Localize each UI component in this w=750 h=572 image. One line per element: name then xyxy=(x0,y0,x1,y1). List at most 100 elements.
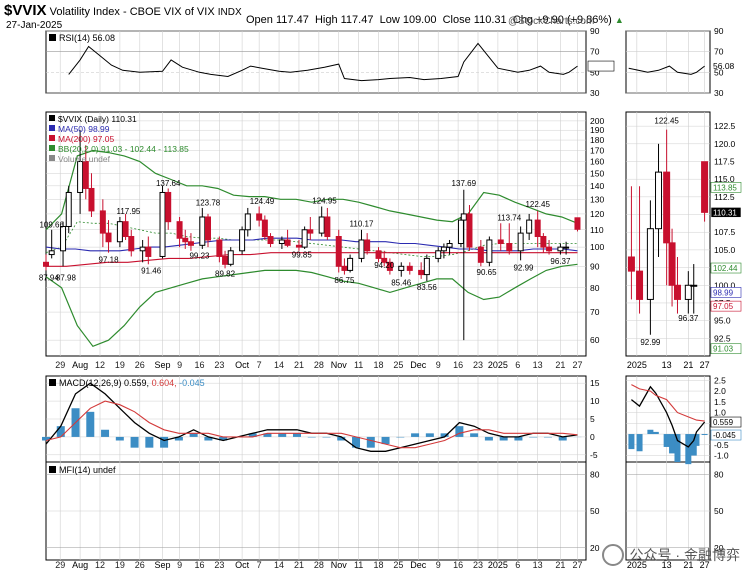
candle-body xyxy=(324,216,331,238)
macd-tick-label: 5 xyxy=(590,414,595,424)
price-annotation: 99.23 xyxy=(189,252,210,261)
x-tick-label: 2025 xyxy=(488,360,508,370)
candle-body xyxy=(284,239,291,246)
candle-body xyxy=(398,265,405,271)
ohlc-readout: Open 117.47 High 117.47 Low 109.00 Close… xyxy=(246,14,624,26)
rsi-tick-label: 30 xyxy=(714,88,724,98)
wechat-icon xyxy=(601,544,624,566)
x-tick-label: 9 xyxy=(436,560,441,570)
macd-hist-bar xyxy=(174,436,183,441)
x-tick-label: Oct xyxy=(235,360,250,370)
zoom-candle-body xyxy=(663,171,671,244)
candle-body xyxy=(205,216,211,241)
macd-hist-bar xyxy=(484,436,493,441)
macd-hist-bar xyxy=(499,436,508,441)
macd-legend-swatch xyxy=(49,379,56,386)
x-tick-label: 27 xyxy=(572,360,582,370)
candle-body xyxy=(176,221,183,239)
rsi-line xyxy=(68,42,578,82)
candle-body xyxy=(301,229,308,248)
candle-body xyxy=(381,257,388,263)
x-tick-label: 29 xyxy=(55,560,65,570)
price-tick-label: 80 xyxy=(590,283,600,293)
macd-hist-bar xyxy=(411,433,420,437)
price-legend-entry: MA(200) 97.05 xyxy=(58,134,114,144)
last-value-box xyxy=(710,207,742,218)
zoom-price-tick-label: 92.5 xyxy=(714,333,731,343)
zoom-price-tick-label: 95.0 xyxy=(714,316,731,326)
ticker-symbol: $VVIX xyxy=(4,2,47,19)
instrument-name: Volatility Index - CBOE VIX of VIX xyxy=(49,6,215,18)
x-tick-label: 18 xyxy=(374,560,384,570)
exchange-label: INDX xyxy=(217,7,242,18)
x-tick-label: 11 xyxy=(354,360,363,370)
candle-body xyxy=(145,246,152,257)
zoom-macd-tick-label: -0.5 xyxy=(714,440,729,450)
candle-body xyxy=(116,221,123,243)
candle-body xyxy=(341,265,348,271)
candle-body xyxy=(364,239,371,252)
x-tick-label: 27 xyxy=(700,560,710,570)
x-tick-label: 13 xyxy=(662,360,672,370)
bb-mid-line xyxy=(45,221,578,257)
x-tick-label: Oct xyxy=(235,560,250,570)
macd-hist-bar xyxy=(115,436,124,441)
x-tick-label: 9 xyxy=(177,360,182,370)
price-tick-label: 190 xyxy=(590,125,604,135)
x-tick-label: 29 xyxy=(55,360,65,370)
candle-body xyxy=(295,244,302,248)
price-annotation: 92.99 xyxy=(513,263,534,272)
x-tick-label: Sep xyxy=(155,360,171,370)
candle-body xyxy=(256,213,263,221)
change-label: Chg xyxy=(512,14,533,26)
zoom-macd-hist-bar xyxy=(636,434,643,452)
rsi-tick-label: 50 xyxy=(590,67,600,77)
x-tick-label: 21 xyxy=(294,360,304,370)
macd-tick-label: -5 xyxy=(590,450,598,460)
x-tick-label: 9 xyxy=(177,560,182,570)
open-label: Open xyxy=(246,14,273,26)
x-tick-label: 19 xyxy=(115,360,125,370)
chart-header: $VVIX Volatility Index - CBOE VIX of VIX… xyxy=(4,2,242,19)
price-tick-label: 180 xyxy=(590,135,604,145)
candle-body xyxy=(222,255,229,265)
x-tick-label: 13 xyxy=(533,360,543,370)
hist-last-box xyxy=(710,429,742,441)
macd-hist-bar xyxy=(543,436,552,438)
zoom-price-tick-label: 115.0 xyxy=(714,174,735,184)
zoom-price-tick-label: 112.5 xyxy=(714,192,735,202)
macd-hist-bar xyxy=(263,433,272,437)
candle-body xyxy=(244,213,251,231)
x-tick-label: 14 xyxy=(274,560,284,570)
price-annotation: 124.95 xyxy=(312,197,337,206)
candle-body xyxy=(335,236,342,267)
macd-hist-bar xyxy=(470,433,479,437)
price-annotation: 122.45 xyxy=(525,200,550,209)
x-tick-label: 6 xyxy=(515,560,520,570)
price-annotation: 87.94 xyxy=(39,274,60,283)
price-tick-label: 200 xyxy=(590,116,604,126)
rsi-legend: RSI(14) 56.08 xyxy=(59,33,115,43)
candle-body xyxy=(406,265,413,271)
watermark-text: 公众号 · 金融博弈 xyxy=(629,547,740,563)
last-value-box xyxy=(710,287,742,298)
candle-body xyxy=(358,239,365,259)
price-annotation: 137.64 xyxy=(156,179,181,188)
x-tick-label: 12 xyxy=(95,360,105,370)
candle-body xyxy=(347,257,354,271)
x-tick-label: 2025 xyxy=(488,560,508,570)
zoom-macd-hist-bar xyxy=(628,434,635,450)
macd-hist-bar xyxy=(425,433,434,437)
x-tick-label: 7 xyxy=(257,560,262,570)
stockcharts-watermark: @StockCharts.com xyxy=(508,16,595,27)
macd-hist-bar xyxy=(101,429,110,437)
zoom-macd-hist-bar xyxy=(701,434,708,436)
price-legend-swatch xyxy=(49,125,55,131)
x-tick-label: 16 xyxy=(194,360,204,370)
candle-body xyxy=(77,161,84,193)
zoom-candle-body xyxy=(701,161,709,213)
candle-body xyxy=(526,219,533,234)
price-legend-entry: Volume undef xyxy=(58,154,111,164)
